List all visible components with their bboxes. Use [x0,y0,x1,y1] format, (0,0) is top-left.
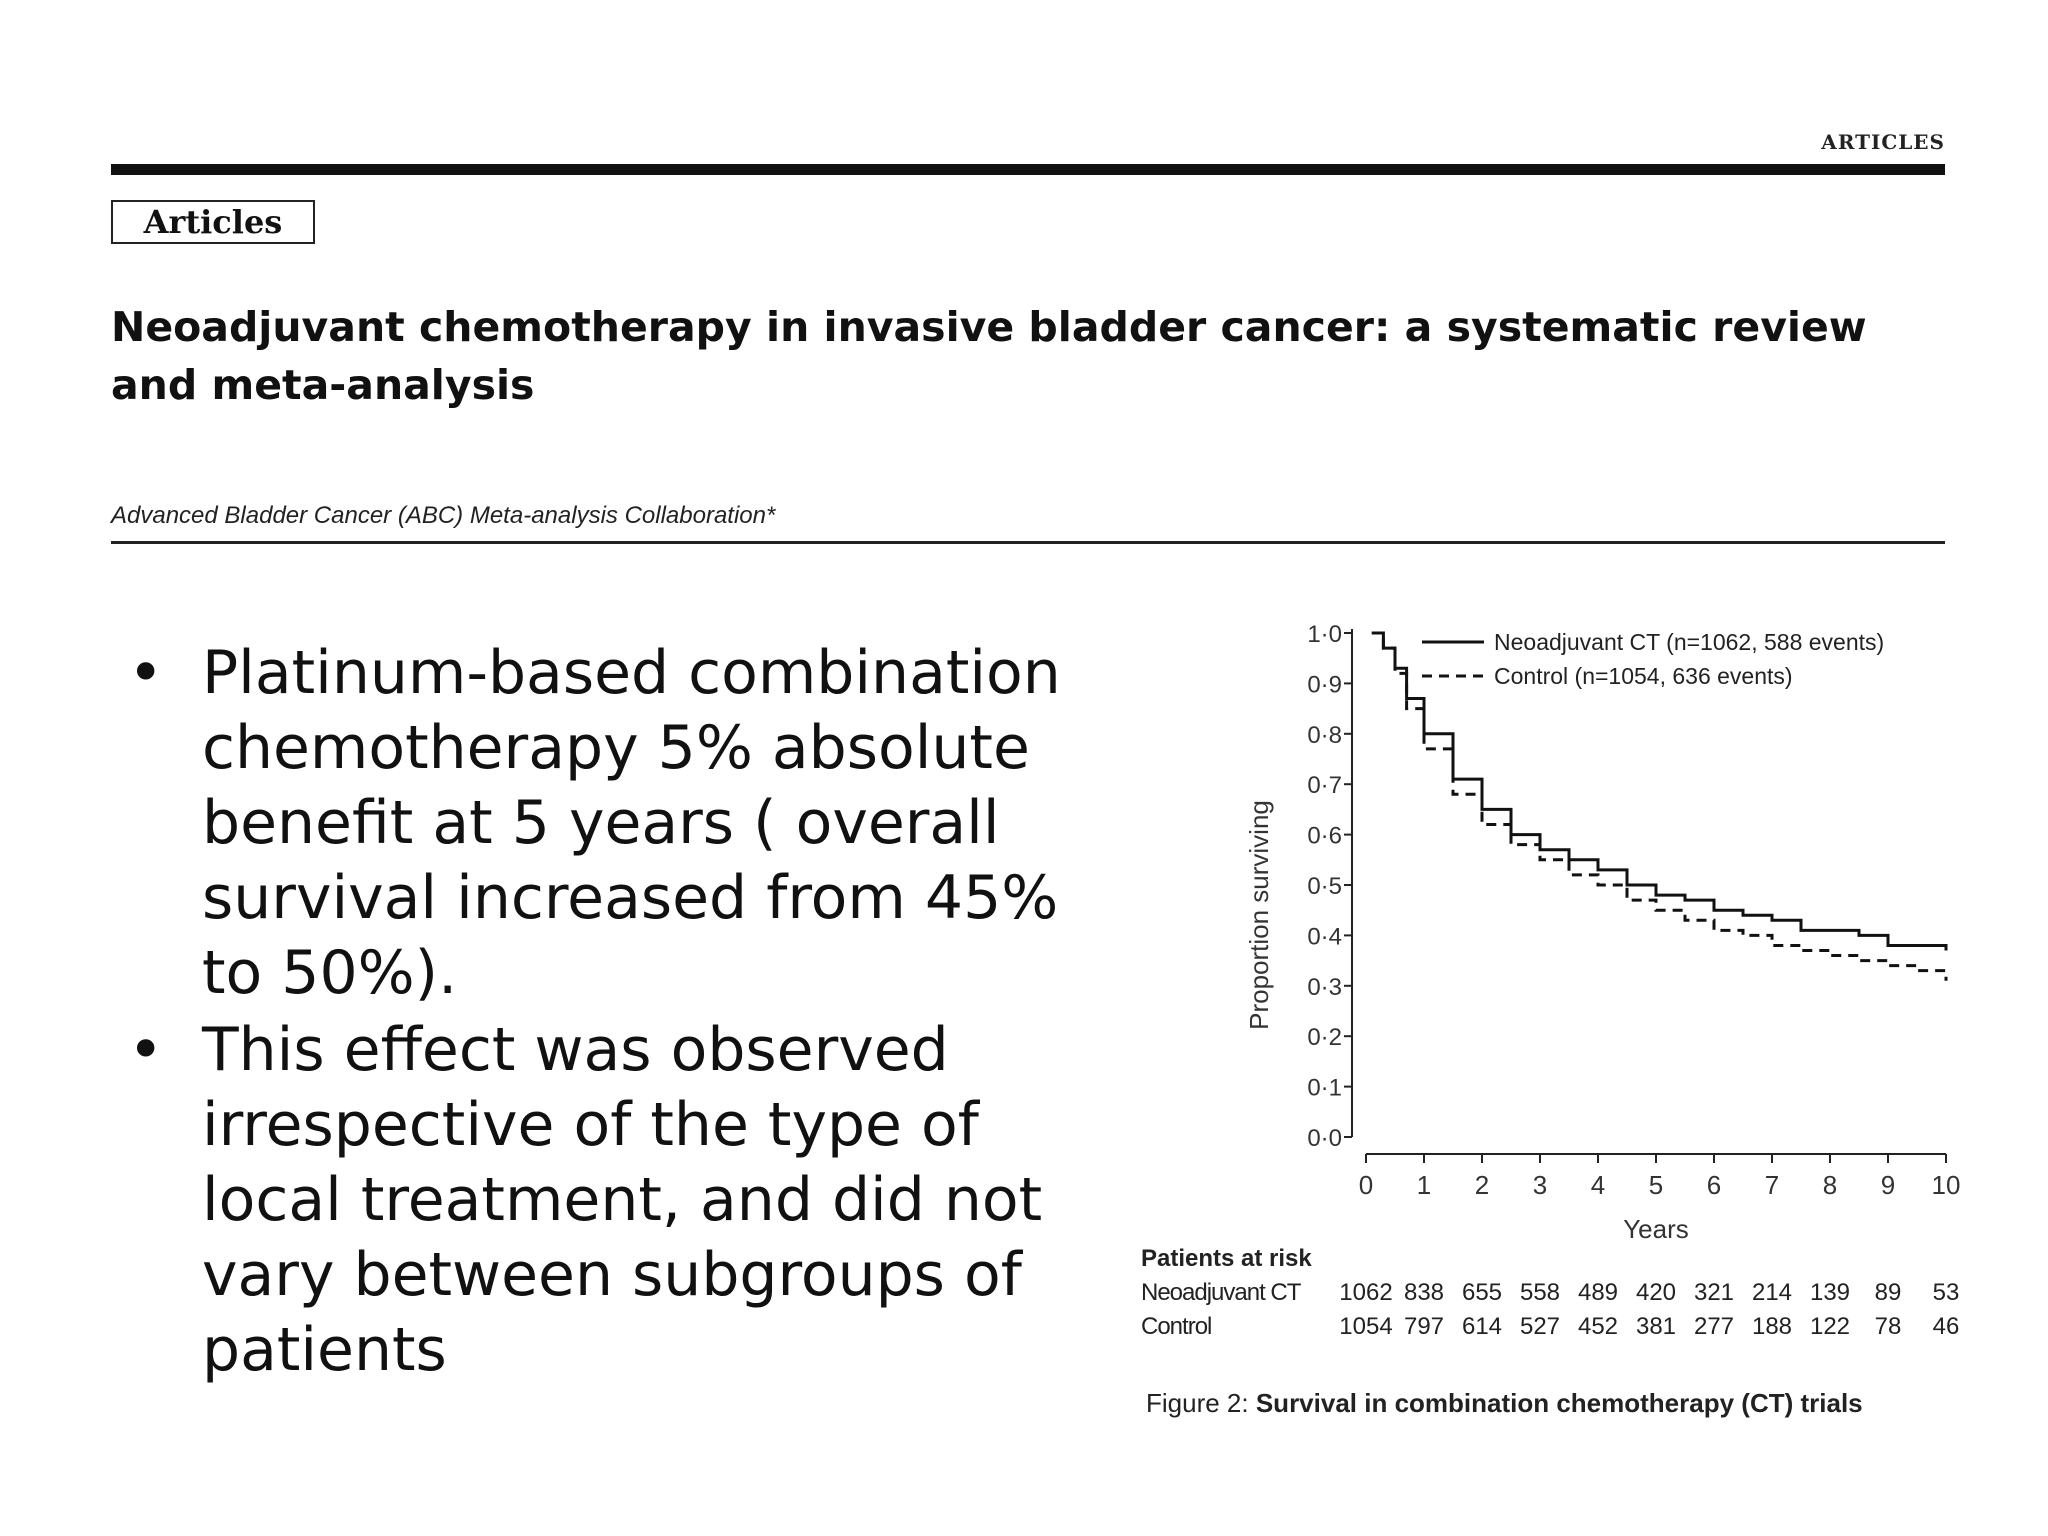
figure-caption-prefix: Figure 2: [1146,1388,1249,1418]
risk-row-label: Neoadjuvant CT [1141,1279,1301,1306]
bullet-item: • Platinum-based combination chemotherapy… [120,636,1090,1011]
risk-count: 46 [1932,1313,1960,1340]
risk-count: 838 [1403,1279,1445,1306]
risk-row-neoadjuvant: Neoadjuvant CT 1062 838 655 558 489 420 321 214… [1141,1279,1959,1313]
risk-count: 1054 [1339,1313,1393,1340]
series-line-neoadjuvant [1371,631,1948,951]
authors-rule [111,541,1945,544]
risk-count: 188 [1751,1313,1793,1340]
bullet-text: Platinum-based combination chemotherapy … [202,638,1061,1008]
y-tick-label: 1·0 [1307,621,1342,648]
risk-count: 614 [1461,1313,1503,1340]
risk-count: 381 [1635,1313,1677,1340]
y-tick-label: 0·1 [1307,1075,1342,1102]
legend-label: Neoadjuvant CT (n=1062, 588 events) [1494,629,1884,655]
risk-count: 53 [1932,1279,1960,1306]
figure-caption-text: Survival in combination chemotherapy (CT… [1255,1388,1863,1418]
bullet-item: • This effect was observed irrespective o… [120,1013,1090,1388]
risk-count: 277 [1693,1313,1735,1340]
section-label: Articles [111,200,315,244]
legend-label: Control (n=1054, 636 events) [1494,663,1793,689]
risk-count: 78 [1874,1313,1902,1340]
y-axis-title: Proportion surviving [1244,800,1274,1030]
x-tick-label: 4 [1591,1170,1605,1200]
risk-count: 527 [1519,1313,1561,1340]
bullet-symbol: • [128,638,164,708]
x-tick-label: 6 [1707,1170,1721,1200]
bullet-symbol: • [128,1015,164,1085]
risk-count: 1062 [1339,1279,1393,1306]
bullet-text: This effect was observed irrespective of… [202,1015,1043,1385]
header-rule [111,164,1945,175]
article-title: Neoadjuvant chemotherapy in invasive bla… [111,303,1867,409]
y-tick-label: 0·7 [1307,772,1342,799]
y-tick-label: 0·9 [1307,671,1342,698]
risk-count: 489 [1577,1279,1619,1306]
y-tick-label: 0·4 [1307,923,1342,950]
x-tick-label: 8 [1823,1170,1837,1200]
y-tick-label: 0·5 [1307,873,1342,900]
risk-count: 139 [1809,1279,1851,1306]
x-tick-label: 9 [1881,1170,1895,1200]
risk-count: 558 [1519,1279,1561,1306]
figure-caption: Figure 2: Survival in combination chemot… [1146,1388,1863,1419]
risk-row-label: Control [1141,1313,1212,1340]
risk-table-heading: Patients at risk [1141,1245,1312,1272]
x-tick-label: 5 [1649,1170,1663,1200]
risk-count: 797 [1403,1313,1445,1340]
x-tick-label: 3 [1533,1170,1547,1200]
risk-count: 122 [1809,1313,1851,1340]
x-axis-title: Years [1623,1214,1689,1240]
x-tick-label: 2 [1475,1170,1489,1200]
x-tick-label: 1 [1417,1170,1431,1200]
risk-count: 420 [1635,1279,1677,1306]
risk-count: 655 [1461,1279,1503,1306]
series-line-control [1371,631,1948,981]
x-tick-label: 10 [1932,1170,1961,1200]
y-tick-label: 0·6 [1307,823,1342,850]
bullet-list: • Platinum-based combination chemotherapy… [120,636,1090,1390]
y-tick-label: 0·3 [1307,974,1342,1001]
y-tick-label: 0·8 [1307,722,1342,749]
risk-count: 321 [1693,1279,1735,1306]
x-tick-label: 0 [1359,1170,1373,1200]
y-tick-label: 0·0 [1307,1125,1342,1152]
patients-at-risk-table: Patients at risk Neoadjuvant CT 1062 838 6… [1141,1245,1959,1347]
risk-count: 214 [1751,1279,1793,1306]
risk-count: 89 [1874,1279,1902,1306]
authors-line: Advanced Bladder Cancer (ABC) Meta-analy… [111,502,776,529]
survival-chart: 0·0 0·1 0·2 0·3 0·4 0·5 0·6 0·7 0·8 0·9 1·0 0 1 2 3 4 5 6… [1244,621,1961,1240]
risk-row-control: Control 1054 797 614 527 452 381 277 188 122 78 46 [1141,1313,1959,1347]
y-tick-label: 0·2 [1307,1024,1342,1051]
risk-count: 452 [1577,1313,1619,1340]
x-tick-label: 7 [1765,1170,1779,1200]
journal-section-tag: ARTICLES [1821,130,1945,154]
